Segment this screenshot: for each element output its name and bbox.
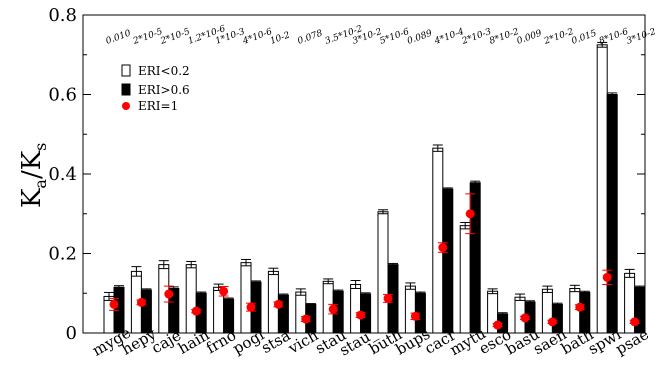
point-eri-one <box>465 209 475 219</box>
point-eri-one <box>602 272 612 282</box>
p-value-label: 3*10-2 <box>625 27 657 47</box>
p-value-label: 0.089 <box>406 29 434 47</box>
point-eri-one <box>109 299 119 309</box>
bar-eri-low <box>596 44 608 334</box>
point-eri-one <box>328 304 338 314</box>
p-value-label: 0.078 <box>296 29 324 47</box>
point-eri-one <box>273 299 283 309</box>
p-value-labels: 0.010 2*10-52*10-51.2*10-61*10-34*10-610-… <box>105 24 657 47</box>
bar-eri-low <box>350 284 362 334</box>
y-tick-label: 0.8 <box>48 5 77 26</box>
point-eri-one <box>191 306 201 316</box>
y-tick-label: 0.6 <box>48 85 77 106</box>
point-eri-one <box>301 314 311 324</box>
bar-eri-low <box>158 264 170 334</box>
y-axis-ticks: 0 0.2 0.4 0.6 0.8 <box>48 5 645 344</box>
legend-swatch-eri-high <box>121 83 131 96</box>
bar-eri-high <box>469 182 481 334</box>
point-eri-one <box>356 310 366 320</box>
legend-label-eri-one: ERI=1 <box>138 99 178 113</box>
bar-eri-low <box>185 264 197 334</box>
y-axis-label-sub-s: s <box>31 143 50 151</box>
y-axis-label-k: K <box>17 188 47 208</box>
point-eri-one <box>136 297 146 307</box>
bar-eri-low <box>432 147 444 334</box>
p-value-label: 10-2 <box>269 30 292 46</box>
point-eri-one <box>493 320 503 330</box>
bar-eri-low <box>240 262 252 334</box>
point-eri-one <box>246 302 256 312</box>
bar-eri-low <box>541 288 553 334</box>
p-value-label: 0.010 <box>105 29 133 47</box>
point-eri-one <box>164 289 174 299</box>
point-eri-one <box>520 313 530 323</box>
legend-label-eri-low: ERI<0.2 <box>138 64 190 78</box>
bar-eri-low <box>404 285 416 334</box>
bar-eri-low <box>295 291 307 334</box>
p-value-label: 0.015 <box>570 29 598 47</box>
point-eri-one <box>547 317 557 327</box>
bar-eri-high <box>606 94 618 334</box>
legend-swatch-eri-low <box>121 64 131 77</box>
legend-label-eri-high: ERI>0.6 <box>138 83 190 97</box>
point-eri-one <box>575 302 585 312</box>
point-eri-one <box>383 293 393 303</box>
point-eri-one <box>219 286 229 296</box>
category-labels: mygehepycajehainfrnopogistsavichstaustau… <box>89 324 652 360</box>
y-tick-label: 0.4 <box>48 164 77 185</box>
point-eri-one <box>410 311 420 321</box>
bar-eri-low <box>459 225 471 334</box>
bar-eri-low <box>377 211 389 334</box>
point-eri-one <box>438 243 448 253</box>
legend: ERI<0.2 ERI>0.6 ERI=1 <box>121 64 190 113</box>
y-axis-label: Ka/Ks <box>17 143 50 208</box>
y-axis-label-mid: /K <box>17 150 47 179</box>
point-eri-one <box>630 317 640 327</box>
bar-eri-high <box>442 188 454 334</box>
y-tick-label: 0 <box>66 323 77 344</box>
y-axis-label-sub-a: a <box>31 179 50 189</box>
p-value-label: 0.009 <box>516 29 544 47</box>
legend-marker-eri-one <box>122 102 130 110</box>
y-tick-label: 0.2 <box>48 244 77 265</box>
eri1-points <box>109 193 640 330</box>
